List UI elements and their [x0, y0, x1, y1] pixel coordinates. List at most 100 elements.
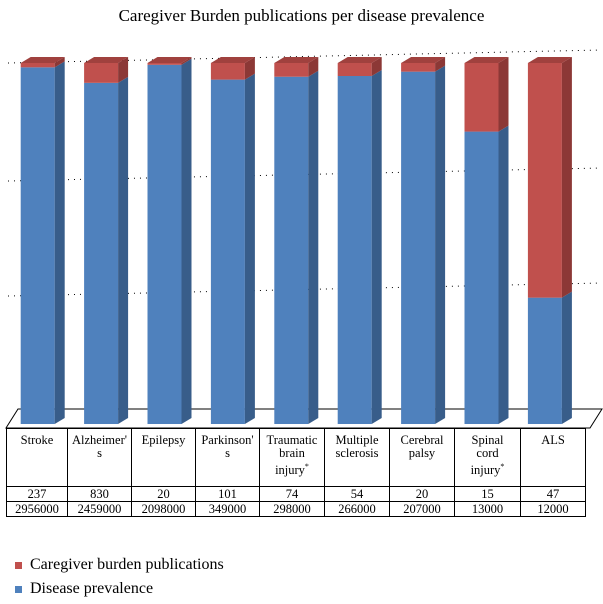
bar-top [147, 57, 192, 63]
prevalence-bar-side [561, 291, 572, 424]
category-label: Cerebral palsy [389, 428, 455, 487]
publications-bar [147, 63, 182, 65]
chart-title: Caregiver Burden publications per diseas… [118, 6, 485, 25]
category-label: Alzheimer' s [67, 428, 132, 487]
publications-bar [84, 63, 119, 83]
publications-bar-side [308, 57, 319, 77]
category-label: Stroke [6, 428, 68, 487]
prevalence-value: 298000 [259, 501, 325, 517]
prevalence-bar-side [118, 76, 129, 424]
category-label-line: Parkinson' [201, 433, 254, 447]
category-label: Multiple sclerosis [324, 428, 390, 487]
publications-bar [20, 63, 55, 68]
bar-stack-4 [274, 57, 319, 424]
prevalence-bar [464, 131, 499, 424]
category-label: Traumatic brain injury* [259, 428, 325, 487]
prevalence-bar [527, 297, 562, 424]
category-label: ALS [520, 428, 586, 487]
category-label-line: palsy [408, 446, 436, 460]
category-label: Spinal cord injury* [454, 428, 521, 487]
publications-value: 47 [520, 486, 586, 502]
publications-value: 237 [6, 486, 68, 502]
bar-top [274, 57, 319, 63]
prevalence-bar [147, 64, 182, 425]
category-label-line: Traumatic [266, 433, 318, 447]
publications-bar [337, 63, 372, 76]
prevalence-bar [84, 82, 119, 424]
category-label: Parkinson' s [195, 428, 260, 487]
publications-bar-side [118, 57, 129, 83]
publications-value: 74 [259, 486, 325, 502]
prevalence-bar-side [244, 73, 255, 424]
prevalence-value: 349000 [195, 501, 260, 517]
prevalence-bar [20, 67, 55, 424]
publications-bar [527, 63, 562, 298]
prevalence-value: 2459000 [67, 501, 132, 517]
bar-top [210, 57, 255, 63]
publications-bar [401, 63, 436, 72]
prevalence-bar-side [54, 61, 65, 424]
category-footnote-mark: * [500, 462, 505, 471]
publications-bar [464, 63, 499, 132]
category-label-line: cord [476, 446, 499, 460]
bar-top [337, 57, 382, 63]
prevalence-bar [210, 79, 245, 424]
publications-bar-side [371, 57, 382, 76]
prevalence-value: 2098000 [131, 501, 196, 517]
bar-group [20, 57, 572, 425]
publications-bar-side [435, 57, 446, 72]
publications-row: 237 830 20 101 74 54 20 15 47 [6, 486, 586, 502]
publications-bar-side [561, 57, 572, 298]
publications-bar [274, 63, 309, 77]
bar-top [84, 57, 129, 63]
category-label-line: s [225, 446, 230, 460]
legend-label-publications: Caregiver burden publications [30, 556, 224, 573]
legend-item-publications: Caregiver burden publications [15, 556, 224, 574]
legend-label-prevalence: Disease prevalence [30, 580, 154, 597]
publications-bar-side [244, 57, 255, 80]
prevalence-value: 2956000 [6, 501, 68, 517]
bar-stack-2 [147, 57, 192, 425]
publications-swatch [15, 561, 22, 569]
data-table: Stroke Alzheimer' s Epilepsy Parkinson' s Trau… [6, 428, 586, 517]
prevalence-row: 2956000 2459000 2098000 349000 298000 266000 2… [6, 501, 586, 517]
prevalence-bar [274, 76, 309, 424]
prevalence-bar-side [308, 70, 319, 424]
category-label-line: ALS [541, 433, 565, 447]
category-label-line: Multiple [335, 433, 379, 447]
plot-area [5, 49, 603, 429]
bar-top [401, 57, 446, 63]
publications-value: 830 [67, 486, 132, 502]
category-label-line: s [97, 446, 102, 460]
bar-top [464, 57, 509, 63]
category-footnote-mark: * [304, 462, 309, 471]
bar-top [20, 57, 65, 63]
prevalence-bar [337, 75, 372, 424]
bar-stack-1 [84, 57, 129, 424]
publications-bar [210, 63, 245, 80]
bar-stack-0 [20, 57, 65, 424]
category-row: Stroke Alzheimer' s Epilepsy Parkinson' s Trau… [6, 428, 586, 487]
prevalence-bar-side [498, 125, 509, 424]
prevalence-value: 12000 [520, 501, 586, 517]
category-label-line: sclerosis [335, 446, 379, 460]
category-label-line: injury* [275, 462, 309, 478]
publications-value: 15 [454, 486, 521, 502]
prevalence-value: 207000 [389, 501, 455, 517]
legend-item-prevalence: Disease prevalence [15, 580, 153, 598]
category-label-line: Alzheimer' [71, 433, 127, 447]
category-label: Epilepsy [131, 428, 196, 487]
bar-stack-3 [210, 57, 255, 424]
publications-value: 54 [324, 486, 390, 502]
category-label-line: Spinal [471, 433, 504, 447]
prevalence-bar-side [371, 69, 382, 424]
prevalence-value: 13000 [454, 501, 521, 517]
publications-value: 20 [389, 486, 455, 502]
publications-bar-side [181, 57, 192, 65]
bar-stack-5 [337, 57, 382, 424]
prevalence-bar-side [435, 65, 446, 424]
publications-value: 20 [131, 486, 196, 502]
category-label-line: Stroke [20, 433, 54, 447]
prevalence-swatch [15, 585, 22, 593]
bar-top [527, 57, 572, 63]
